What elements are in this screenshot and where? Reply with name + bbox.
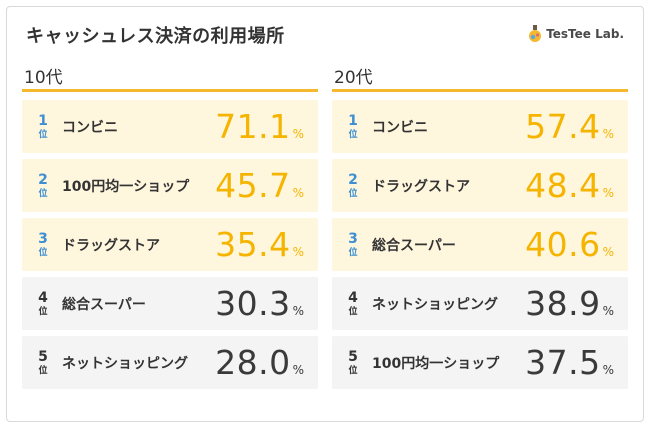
percentage-value: 37.5% [525,343,614,382]
percentage-value: 38.9% [525,284,614,323]
ranking-row: 1 位コンビニ 57.4% [332,100,628,153]
value-number: 40.6 [525,225,601,264]
rank-unit: 位 [348,247,358,258]
percent-unit: % [292,127,304,141]
ranking-row: 4 位総合スーパー 30.3% [22,277,318,330]
rank-number: 2 [38,171,48,188]
ranking-column-10s: 10代 1 位コンビニ 71.1% 2 位 100円均一ショップ 45.7% 3 位ドラッグスト… [22,66,318,395]
rank-unit: 位 [348,306,358,317]
rank-unit: 位 [38,365,48,376]
rank-unit: 位 [348,129,358,140]
ranking-row: 1 位コンビニ 71.1% [22,100,318,153]
percentage-value: 48.4% [525,166,614,205]
place-label: 総合スーパー [372,237,456,254]
percent-unit: % [602,186,614,200]
percentage-value: 71.1% [215,107,304,146]
value-number: 38.9 [525,284,601,323]
rank-number: 3 [348,230,358,247]
place-label: 100円均一ショップ [62,178,190,195]
place-label: ネットショッピング [372,296,498,313]
testee-logo: TesTee Lab. [528,24,624,44]
value-number: 37.5 [525,343,601,382]
rank-unit: 位 [38,188,48,199]
percent-unit: % [602,245,614,259]
place-label: 100円均一ショップ [372,355,500,372]
ranking-row: 5 位ネットショッピング 28.0% [22,336,318,389]
column-title: 20代 [332,66,628,92]
ranking-row: 2 位 100円均一ショップ 45.7% [22,159,318,212]
rank-unit: 位 [348,365,358,376]
place-label: 総合スーパー [62,296,146,313]
logo-text: TesTee Lab. [546,27,624,41]
rank-number: 4 [348,289,358,306]
percent-unit: % [602,363,614,377]
value-number: 48.4 [525,166,601,205]
ranking-row: 3 位ドラッグストア 35.4% [22,218,318,271]
percent-unit: % [292,186,304,200]
ranking-row: 2 位ドラッグストア 48.4% [332,159,628,212]
value-number: 45.7 [215,166,291,205]
percent-unit: % [602,304,614,318]
value-number: 71.1 [215,107,291,146]
place-label: ドラッグストア [372,178,470,195]
rank-unit: 位 [38,247,48,258]
rank-number: 4 [38,289,48,306]
percent-unit: % [292,304,304,318]
percentage-value: 30.3% [215,284,304,323]
place-label: コンビニ [372,119,428,136]
percentage-value: 35.4% [215,225,304,264]
ranking-rows: 1 位コンビニ 71.1% 2 位 100円均一ショップ 45.7% 3 位ドラッグストア 35.… [22,100,318,389]
ranking-row: 4 位ネットショッピング 38.9% [332,277,628,330]
value-number: 35.4 [215,225,291,264]
rank-unit: 位 [38,129,48,140]
percent-unit: % [292,363,304,377]
rank-number: 5 [348,348,358,365]
flask-logo-icon [529,25,542,42]
ranking-column-20s: 20代 1 位コンビニ 57.4% 2 位ドラッグストア 48.4% 3 位総合スーパー 40.… [332,66,628,395]
rank-number: 3 [38,230,48,247]
rank-number: 1 [38,112,48,129]
ranking-row: 5 位 100円均一ショップ 37.5% [332,336,628,389]
rank-unit: 位 [38,306,48,317]
page-title: キャッシュレス決済の利用場所 [26,26,285,47]
percent-unit: % [292,245,304,259]
place-label: コンビニ [62,119,118,136]
value-number: 57.4 [525,107,601,146]
place-label: ドラッグストア [62,237,160,254]
rank-unit: 位 [348,188,358,199]
rank-number: 2 [348,171,358,188]
percentage-value: 45.7% [215,166,304,205]
value-number: 28.0 [215,343,291,382]
ranking-rows: 1 位コンビニ 57.4% 2 位ドラッグストア 48.4% 3 位総合スーパー 40.6% 4 位… [332,100,628,389]
percentage-value: 57.4% [525,107,614,146]
column-title: 10代 [22,66,318,92]
percentage-value: 28.0% [215,343,304,382]
rank-number: 5 [38,348,48,365]
rank-number: 1 [348,112,358,129]
place-label: ネットショッピング [62,355,188,372]
ranking-row: 3 位総合スーパー 40.6% [332,218,628,271]
value-number: 30.3 [215,284,291,323]
percentage-value: 40.6% [525,225,614,264]
percent-unit: % [602,127,614,141]
